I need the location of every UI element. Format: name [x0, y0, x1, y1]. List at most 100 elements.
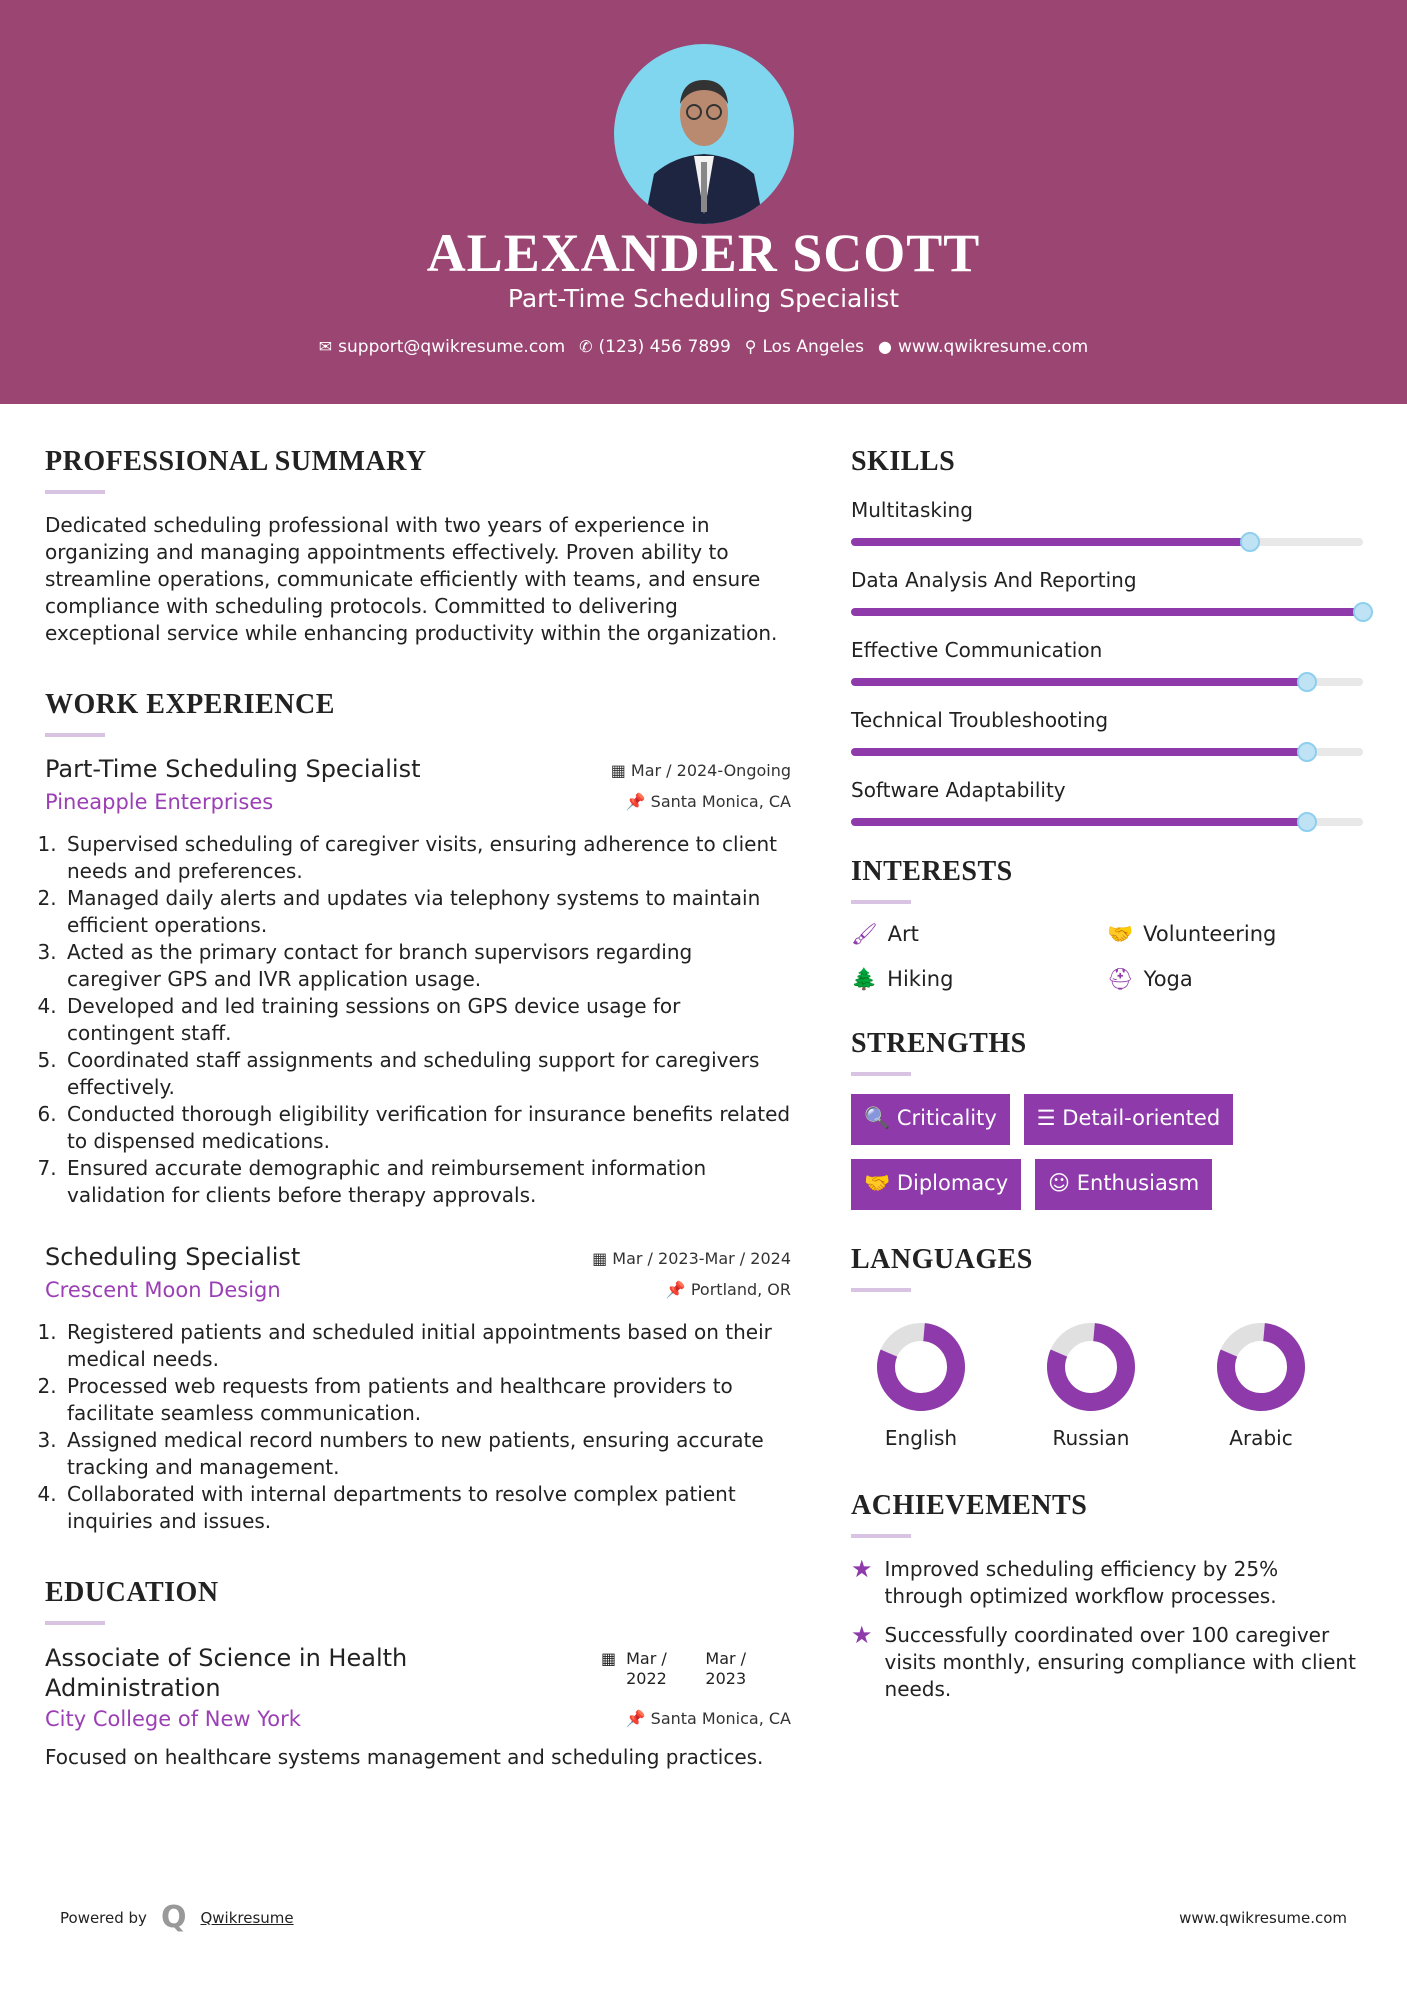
job-date: ▦ Mar / 2024-Ongoing	[610, 761, 791, 780]
skill-fill	[851, 608, 1363, 616]
bullet-item: Processed web requests from patients and…	[63, 1373, 791, 1427]
skill-fill	[851, 678, 1307, 686]
skill-fill	[851, 538, 1251, 546]
section-heading: PROFESSIONAL SUMMARY	[45, 446, 427, 477]
education-section: EDUCATION Associate of Science in Health…	[45, 1577, 791, 1771]
strength-tag: 🔍 Criticality	[851, 1094, 1010, 1145]
company: Pineapple Enterprises	[45, 790, 274, 814]
star-icon: ★	[851, 1621, 873, 1649]
summary-text: Dedicated scheduling professional with t…	[45, 513, 778, 645]
candidate-name: ALEXANDER SCOTT	[426, 223, 981, 283]
interest-item: 🌲 Hiking	[851, 967, 954, 991]
bullet-item: Supervised scheduling of caregiver visit…	[63, 831, 791, 885]
skill-bar	[851, 742, 1363, 762]
heading-underline	[45, 733, 105, 737]
skill-name: Effective Communication	[851, 638, 1103, 662]
profile-photo	[614, 44, 794, 224]
skill-bar	[851, 532, 1363, 552]
job-bullets: Registered patients and scheduled initia…	[63, 1319, 791, 1535]
calendar-icon: ▦	[610, 761, 631, 780]
contact-website[interactable]: ● www.qwikresume.com	[878, 337, 1089, 357]
interest-item: ⛑ Yoga	[1107, 967, 1193, 991]
skill-bar	[851, 812, 1363, 832]
calendar-icon: ▦	[592, 1249, 613, 1268]
language-donut	[1047, 1323, 1135, 1411]
interest-item: 🤝 Volunteering	[1107, 922, 1277, 946]
language-donut	[1217, 1323, 1305, 1411]
achievements-section: ACHIEVEMENTS ★ Improved scheduling effici…	[851, 1490, 1363, 1703]
job-entry: Part-Time Scheduling Specialist ▦ Mar / …	[45, 755, 791, 1209]
right-column: SKILLS Multitasking Data Analysis And Rep…	[851, 446, 1373, 1715]
education-location: 📌 Santa Monica, CA	[625, 1709, 791, 1728]
bullet-item: Conducted thorough eligibility verificat…	[63, 1101, 791, 1155]
skill-knob	[1353, 602, 1373, 622]
achievement-item: ★ Improved scheduling efficiency by 25% t…	[851, 1555, 1279, 1609]
section-heading: ACHIEVEMENTS	[851, 1490, 1088, 1521]
language-item: Russian	[1031, 1322, 1151, 1450]
language-item: English	[861, 1322, 981, 1450]
strengths-section: STRENGTHS 🔍 Criticality ☰ Detail-oriented…	[851, 1028, 1363, 1210]
search-icon: 🔍	[864, 1106, 897, 1130]
skill-bar	[851, 602, 1373, 622]
skill-bar	[851, 672, 1363, 692]
list-icon: ☰	[1036, 1106, 1063, 1130]
envelope-icon: ✉	[318, 337, 333, 356]
bullet-item: Ensured accurate demographic and reimbur…	[63, 1155, 791, 1209]
contact-bar: ✉ support@qwikresume.com ✆ (123) 456 7899 …	[0, 337, 1407, 357]
strength-tag: ☺ Enthusiasm	[1035, 1159, 1213, 1210]
heading-underline	[45, 490, 105, 494]
job-entry: Scheduling Specialist ▦ Mar / 2023-Mar /…	[45, 1243, 791, 1535]
qwikresume-logo-icon: Q	[160, 1900, 187, 1935]
handshake-icon: 🤝	[864, 1171, 897, 1195]
skill-name: Data Analysis And Reporting	[851, 568, 1137, 592]
skill-knob	[1296, 812, 1317, 832]
donut-fill	[877, 1323, 965, 1411]
job-location: 📌 Santa Monica, CA	[625, 792, 791, 811]
pin-icon: 📌	[625, 792, 651, 811]
resume-header: ALEXANDER SCOTT Part-Time Scheduling Spe…	[0, 0, 1407, 404]
candidate-title: Part-Time Scheduling Specialist	[507, 284, 900, 313]
footer-website[interactable]: www.qwikresume.com	[1179, 1908, 1347, 1927]
pin-icon: 📌	[665, 1280, 691, 1299]
star-icon: ★	[851, 1555, 873, 1583]
skill-knob	[1240, 532, 1261, 552]
strength-tag: 🤝 Diplomacy	[851, 1159, 1022, 1210]
tree-icon: 🌲	[851, 967, 878, 991]
heading-underline	[851, 900, 911, 904]
interest-item: 🖌 Art	[851, 922, 919, 946]
work-section: WORK EXPERIENCE Part-Time Scheduling Spe…	[45, 689, 791, 1535]
language-item: Arabic	[1201, 1322, 1321, 1450]
brand-link[interactable]: Qwikresume	[200, 1908, 294, 1927]
summary-section: PROFESSIONAL SUMMARY Dedicated schedulin…	[45, 446, 791, 647]
skills-section: SKILLS Multitasking Data Analysis And Rep…	[851, 446, 1373, 832]
section-heading: EDUCATION	[45, 1577, 219, 1608]
job-location: 📌 Portland, OR	[665, 1280, 791, 1299]
bullet-item: Developed and led training sessions on G…	[63, 993, 791, 1047]
handshake-icon: 🤝	[1107, 922, 1134, 946]
bullet-item: Registered patients and scheduled initia…	[63, 1319, 791, 1373]
contact-phone[interactable]: ✆ (123) 456 7899	[579, 337, 731, 357]
heading-underline	[45, 1621, 105, 1625]
school: City College of New York	[45, 1707, 301, 1731]
bullet-item: Collaborated with internal departments t…	[63, 1481, 791, 1535]
language-name: English	[884, 1426, 958, 1450]
languages-section: LANGUAGES English Russian Arabic	[851, 1244, 1363, 1450]
globe-icon: ●	[878, 337, 892, 356]
section-heading: WORK EXPERIENCE	[45, 689, 335, 720]
job-bullets: Supervised scheduling of caregiver visit…	[63, 831, 791, 1209]
calendar-icon: ▦	[601, 1649, 617, 1668]
heading-underline	[851, 1534, 911, 1538]
heading-underline	[851, 1072, 911, 1076]
skill-name: Technical Troubleshooting	[851, 708, 1109, 732]
skill-item: Software Adaptability	[851, 778, 1363, 832]
powered-by-label: Powered by	[60, 1908, 147, 1927]
job-date: ▦ Mar / 2023-Mar / 2024	[592, 1249, 791, 1268]
bullet-item: Coordinated staff assignments and schedu…	[63, 1047, 791, 1101]
bullet-item: Managed daily alerts and updates via tel…	[63, 885, 791, 939]
bullet-item: Acted as the primary contact for branch …	[63, 939, 791, 993]
skill-item: Multitasking	[851, 498, 1363, 552]
contact-email[interactable]: ✉ support@qwikresume.com	[318, 337, 566, 357]
language-donut	[877, 1323, 965, 1411]
skill-fill	[851, 818, 1307, 826]
map-pin-icon: ⚲	[744, 337, 757, 356]
